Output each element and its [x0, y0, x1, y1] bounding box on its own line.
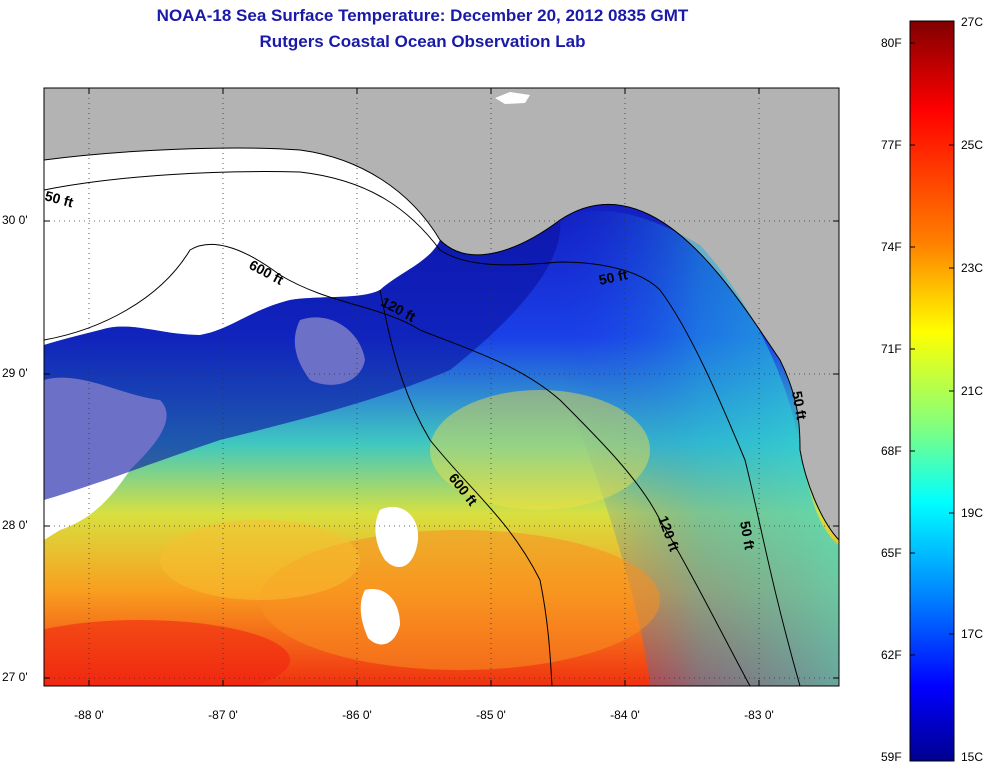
latitude-label: 28 0': [2, 518, 28, 532]
longitude-label: -87 0': [208, 708, 238, 722]
latitude-label: 30 0': [2, 213, 28, 227]
map-plot-area: 50 ft 600 ft 120 ft 50 ft 600 ft 120 ft …: [43, 88, 839, 686]
colorbar-fahrenheit-label: 77F: [881, 138, 902, 152]
colorbar-fahrenheit-label: 59F: [881, 750, 902, 764]
colorbar-celsius-label: 25C: [961, 138, 984, 152]
map-title: NOAA-18 Sea Surface Temperature: Decembe…: [156, 6, 689, 25]
warm-patch: [260, 530, 660, 670]
warm-patch: [430, 390, 650, 510]
colorbar-fahrenheit-label: 65F: [881, 546, 902, 560]
colorbar-celsius-label: 23C: [961, 261, 984, 275]
cloud-mask: [375, 506, 419, 568]
colorbar-celsius-label: 19C: [961, 506, 984, 520]
colorbar-fahrenheit-label: 62F: [881, 648, 902, 662]
colorbar-celsius-label: 21C: [961, 384, 984, 398]
longitude-label: -88 0': [74, 708, 104, 722]
cold-water-band: [44, 220, 561, 500]
cloud-mask: [495, 92, 530, 104]
map-subtitle: Rutgers Coastal Ocean Observation Lab: [259, 32, 586, 51]
contour-label: 50 ft: [737, 520, 758, 551]
colorbar-celsius-label: 15C: [961, 750, 984, 764]
plot-frame: [43, 87, 840, 687]
colorbar-celsius-label: 27C: [961, 15, 984, 29]
longitude-label: -85 0': [476, 708, 506, 722]
warm-patch: [44, 620, 290, 686]
colorbar-fahrenheit-label: 80F: [881, 36, 902, 50]
cloud-mask: [360, 589, 400, 645]
warm-patch: [160, 520, 360, 600]
axis-ticks: [44, 88, 839, 686]
colorbar-celsius-label: 17C: [961, 627, 984, 641]
colorbar-ticks: [910, 20, 954, 656]
latitude-label: 29 0': [2, 366, 28, 380]
latitude-label: 27 0': [2, 670, 28, 684]
colorbar-fahrenheit-label: 71F: [881, 342, 902, 356]
contour-label: 50 ft: [43, 187, 75, 210]
colorbar-fahrenheit-label: 68F: [881, 444, 902, 458]
colorbar-fahrenheit-label: 74F: [881, 240, 902, 254]
longitude-label: -83 0': [744, 708, 774, 722]
contour-label: 50 ft: [789, 390, 810, 421]
cloud-mask: [44, 148, 440, 345]
longitude-label: -86 0': [342, 708, 372, 722]
contour-label: 50 ft: [597, 266, 629, 288]
coastline: [44, 147, 839, 541]
bathymetry-contours: [44, 171, 801, 686]
colorbar: [909, 20, 955, 762]
longitude-label: -84 0': [610, 708, 640, 722]
